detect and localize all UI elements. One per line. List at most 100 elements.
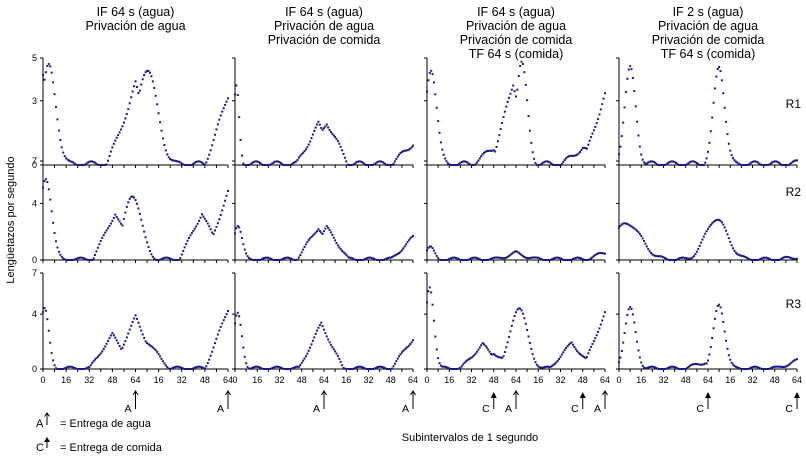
data-point <box>680 164 683 166</box>
data-point <box>82 368 85 370</box>
data-point <box>179 161 182 164</box>
data-point <box>773 365 776 368</box>
data-point <box>336 244 339 247</box>
data-point <box>648 366 651 369</box>
data-point <box>206 157 209 160</box>
y-tick-label: 4 <box>32 309 37 319</box>
data-point <box>252 259 255 261</box>
data-point <box>750 161 753 164</box>
data-point <box>442 259 445 261</box>
data-point <box>115 339 118 342</box>
data-point <box>474 256 477 259</box>
data-point <box>267 164 270 166</box>
data-point <box>540 257 543 260</box>
data-point <box>723 226 726 229</box>
data-point <box>281 367 284 370</box>
data-point <box>651 365 654 368</box>
data-point <box>370 256 373 259</box>
data-point <box>481 153 484 156</box>
data-point <box>508 96 511 99</box>
data-point <box>743 368 746 370</box>
data-point <box>471 355 474 358</box>
data-point <box>268 368 271 370</box>
row-label-r1: R1 <box>786 97 802 111</box>
data-point <box>505 105 508 108</box>
panel-r2-c4 <box>616 160 798 263</box>
data-point <box>665 367 668 370</box>
data-point <box>626 77 629 80</box>
data-point <box>281 163 284 166</box>
data-point <box>636 120 639 123</box>
data-point <box>341 364 344 367</box>
data-point <box>665 163 668 166</box>
column-title-line: Privación de agua <box>466 19 566 33</box>
data-point <box>559 164 562 166</box>
data-point <box>286 256 289 259</box>
x-tick-label: 16 <box>636 375 646 385</box>
data-point <box>384 258 387 261</box>
water-delivery-marker: A <box>402 390 416 415</box>
data-point <box>400 249 403 252</box>
data-point <box>115 215 118 218</box>
data-point <box>712 220 715 223</box>
data-point <box>57 368 60 370</box>
data-point <box>752 160 755 163</box>
data-point <box>745 164 748 166</box>
data-point <box>492 352 495 355</box>
data-point <box>382 161 385 164</box>
data-point <box>259 258 262 261</box>
data-point <box>112 142 115 145</box>
x-tick-label: 64 <box>130 375 140 385</box>
data-point <box>293 259 296 261</box>
data-point <box>381 366 384 369</box>
data-point <box>437 257 440 260</box>
data-point <box>766 164 769 166</box>
data-point <box>796 159 798 162</box>
data-point <box>172 159 175 162</box>
data-point <box>559 257 562 260</box>
data-point <box>463 361 466 364</box>
data-point <box>55 105 58 108</box>
data-point <box>395 253 398 256</box>
data-point <box>662 256 665 259</box>
data-point <box>299 254 302 257</box>
data-point <box>349 164 352 166</box>
data-point <box>734 160 737 163</box>
data-point <box>618 361 620 364</box>
data-point <box>431 247 434 250</box>
data-point <box>684 164 687 166</box>
data-point <box>597 330 600 333</box>
data-point <box>307 143 310 146</box>
data-point <box>209 354 212 357</box>
data-point <box>88 259 91 261</box>
data-point <box>587 143 590 146</box>
data-point <box>374 162 377 165</box>
data-point <box>182 249 185 252</box>
column-title-line: TF 64 s (comida) <box>469 47 563 61</box>
data-point <box>434 252 437 255</box>
data-point <box>619 145 622 148</box>
data-point <box>499 256 502 259</box>
data-point <box>309 346 312 349</box>
data-point <box>364 367 367 370</box>
data-point <box>705 157 708 160</box>
data-point <box>185 164 188 166</box>
data-point <box>722 320 725 323</box>
data-point <box>187 236 190 239</box>
data-point <box>489 352 492 355</box>
data-point <box>548 161 551 164</box>
data-point <box>453 368 456 370</box>
data-point <box>309 237 312 240</box>
data-point <box>772 366 775 369</box>
data-point <box>553 362 556 365</box>
data-point <box>115 136 118 139</box>
x-tick-label: 64 <box>703 375 713 385</box>
data-point <box>565 157 568 160</box>
data-point <box>56 246 59 249</box>
data-point <box>151 255 154 258</box>
data-point <box>288 256 291 259</box>
data-point <box>366 164 369 166</box>
data-point <box>82 257 85 260</box>
data-point <box>627 68 630 71</box>
column-title-line: TF 64 s (comida) <box>661 47 755 61</box>
